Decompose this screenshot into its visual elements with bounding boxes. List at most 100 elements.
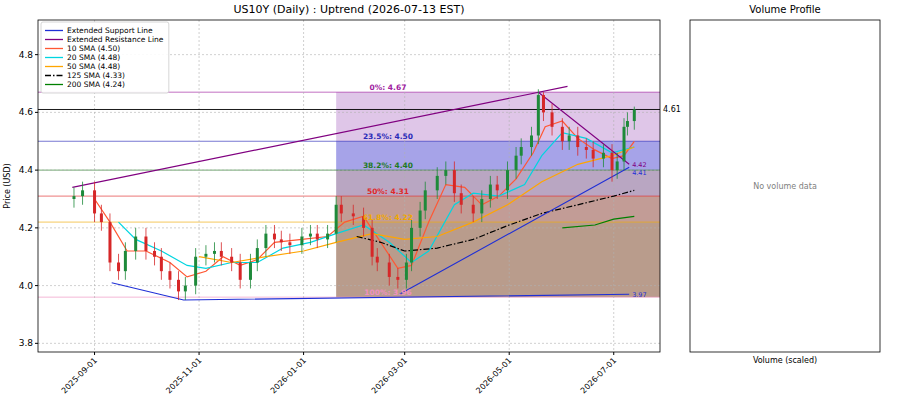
candle-wick — [240, 254, 241, 289]
y-tick-label: 4.8 — [19, 50, 34, 60]
fib-line — [38, 141, 660, 142]
candle-body — [568, 135, 571, 141]
panel-x-label: Volume (scaled) — [753, 356, 817, 365]
candle-body — [623, 127, 626, 162]
candle-body — [108, 222, 111, 262]
price-label: 4.61 — [663, 105, 681, 114]
candle-wick — [612, 144, 613, 182]
price-line — [38, 109, 660, 110]
x-tick-label: 2026-01-01 — [269, 356, 308, 395]
candle-body — [288, 242, 291, 245]
candle-wick — [389, 254, 390, 286]
fib-label: 23.5%: 4.50 — [363, 132, 413, 141]
candle-wick — [231, 248, 232, 271]
plot-area — [38, 20, 660, 352]
candle-wick — [454, 161, 455, 201]
candle-wick — [437, 167, 438, 199]
candle-wick — [372, 219, 373, 265]
candle-body — [496, 185, 499, 191]
candle-body — [335, 205, 338, 234]
candle-wick — [118, 254, 119, 280]
fib-label: 50%: 4.31 — [367, 187, 409, 196]
candle-wick — [461, 185, 462, 214]
candle-wick — [82, 182, 83, 205]
tick — [35, 54, 38, 55]
series-line — [357, 190, 635, 251]
title: US10Y (Daily) : Uptrend (2026-07-13 EST) — [234, 3, 465, 16]
candle-body — [602, 153, 605, 159]
candle-wick — [265, 225, 266, 257]
candle-wick — [154, 242, 155, 265]
candle-body — [585, 147, 588, 150]
candle-body — [388, 263, 391, 277]
candle-wick — [593, 141, 594, 167]
candle-wick — [125, 242, 126, 280]
candle-body — [249, 263, 252, 280]
candle-wick — [310, 225, 311, 245]
fib-label: 61.8%: 4.22 — [363, 213, 413, 222]
candle-wick — [531, 127, 532, 156]
candle-wick — [274, 225, 275, 248]
fib-line — [38, 222, 660, 223]
legend-swatch — [45, 57, 63, 58]
candle-wick — [516, 147, 517, 179]
candle-body — [204, 254, 207, 257]
candle-body — [616, 161, 619, 170]
candle-wick — [195, 248, 196, 294]
x-tick-label: 2025-09-01 — [60, 356, 99, 395]
candle-body — [100, 213, 103, 222]
annotation: 4.41 — [632, 169, 646, 177]
candle-wick — [214, 242, 215, 262]
candle-wick — [586, 138, 587, 158]
candle-wick — [101, 205, 102, 231]
candle-body — [177, 280, 180, 292]
candle-body — [436, 176, 439, 190]
legend-swatch — [45, 30, 63, 31]
x-tick-label: 2026-05-01 — [474, 356, 513, 395]
candle-wick — [109, 213, 110, 271]
panel-frame — [690, 20, 880, 352]
fib-band — [336, 170, 660, 196]
candle-body — [396, 277, 399, 280]
y-label: Price (USD) — [3, 163, 12, 208]
candle-wick — [250, 254, 251, 289]
grid-line — [38, 112, 660, 113]
candle-body — [520, 147, 523, 156]
candle-body — [453, 170, 456, 193]
candle-body — [506, 170, 509, 190]
candle-body — [611, 153, 614, 170]
candle-body — [405, 263, 408, 280]
candle-body — [376, 257, 379, 263]
candle-wick — [317, 225, 318, 248]
candle-body — [264, 234, 267, 248]
candle-wick — [169, 263, 170, 289]
candle-wick — [497, 176, 498, 199]
candle-wick — [336, 196, 337, 242]
candle-body — [371, 228, 374, 257]
tick — [35, 285, 38, 286]
fib-label: 0%: 4.67 — [370, 83, 407, 92]
series-line — [119, 133, 635, 269]
y-tick-label: 4.6 — [19, 107, 34, 117]
candle-body — [280, 239, 283, 242]
tick — [94, 352, 95, 355]
candle-wick — [569, 127, 570, 150]
candle-wick — [481, 190, 482, 222]
candle-body — [592, 150, 595, 159]
fib-band — [336, 92, 660, 141]
candle-wick — [406, 254, 407, 289]
candle-body — [576, 135, 579, 147]
y-tick-label: 3.8 — [19, 338, 34, 348]
legend-label: Extended Resistance Line — [67, 35, 164, 44]
candle-body — [633, 109, 636, 121]
candle-wick — [289, 234, 290, 254]
candle-wick — [73, 187, 74, 207]
tick — [199, 352, 200, 355]
tick — [303, 352, 304, 355]
candle-wick — [634, 107, 635, 130]
legend-swatch — [45, 84, 63, 85]
grid-line — [38, 343, 660, 344]
candle-body — [480, 199, 483, 213]
legend-swatch — [45, 39, 63, 40]
series-line — [562, 216, 634, 228]
